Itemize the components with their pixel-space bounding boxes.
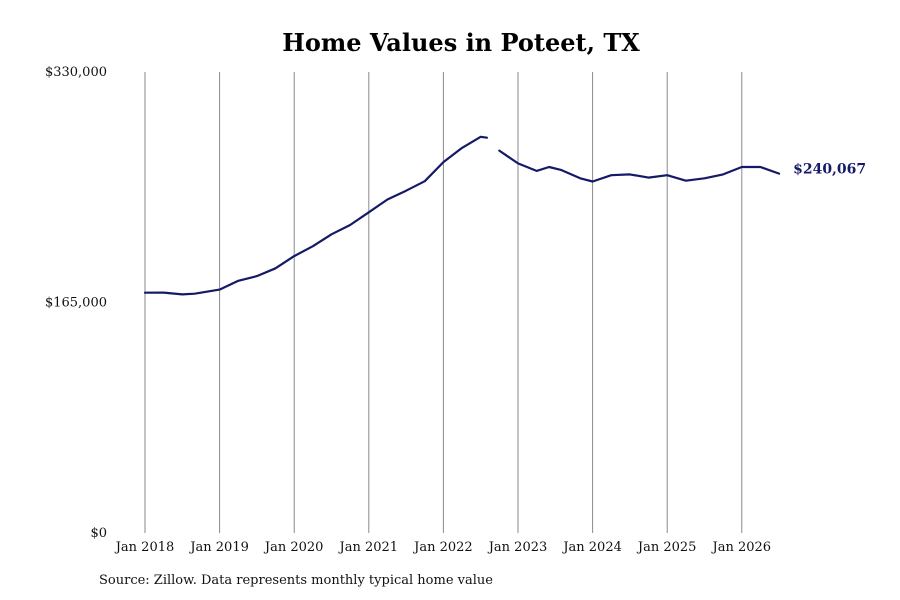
gridlines bbox=[144, 72, 743, 533]
x-tick-label: Jan 2025 bbox=[636, 540, 697, 555]
y-tick-label: $0 bbox=[90, 526, 107, 541]
x-tick-label: Jan 2022 bbox=[412, 540, 473, 555]
x-tick-label: Jan 2026 bbox=[711, 540, 772, 555]
x-tick-label: Jan 2020 bbox=[263, 540, 324, 555]
x-tick-label: Jan 2024 bbox=[561, 540, 622, 555]
x-axis-ticks: Jan 2018 Jan 2019 Jan 2020 Jan 2021 Jan 2022… bbox=[114, 540, 771, 555]
chart-title: Home Values in Poteet, TX bbox=[282, 28, 640, 57]
series-line bbox=[143, 135, 781, 296]
y-tick-label: $330,000 bbox=[45, 65, 107, 80]
source-note: Source: Zillow. Data represents monthly … bbox=[99, 573, 493, 588]
y-axis-ticks: $0 $165,000 $330,000 bbox=[45, 65, 107, 541]
end-value-label: $240,067 bbox=[793, 162, 866, 178]
x-tick-label: Jan 2018 bbox=[114, 540, 175, 555]
series-line-segment bbox=[498, 149, 781, 183]
x-tick-label: Jan 2023 bbox=[487, 540, 548, 555]
x-tick-label: Jan 2021 bbox=[338, 540, 399, 555]
y-tick-label: $165,000 bbox=[45, 296, 107, 311]
x-tick-label: Jan 2019 bbox=[188, 540, 249, 555]
series-line-segment bbox=[143, 135, 488, 296]
